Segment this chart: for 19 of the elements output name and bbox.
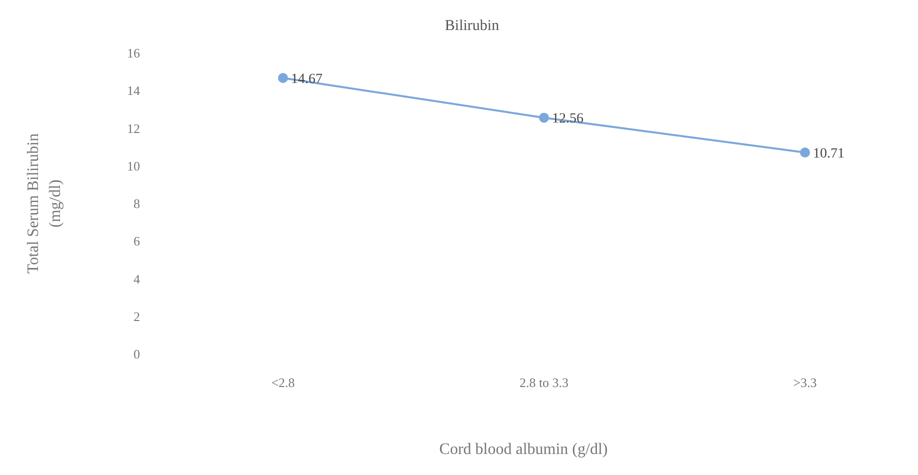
point bbox=[539, 112, 549, 123]
x-tick-label: 2.8 to 3.3 bbox=[519, 375, 569, 390]
x-tick-label: <2.8 bbox=[271, 375, 295, 390]
y-tick-label: 4 bbox=[134, 271, 140, 286]
y-tick-label: 2 bbox=[134, 308, 140, 324]
y-tick-label: 14 bbox=[127, 83, 140, 98]
y-tick-label: 10 bbox=[127, 158, 140, 174]
point bbox=[278, 73, 288, 84]
point bbox=[800, 148, 810, 158]
chart-title: Bilirubin bbox=[444, 18, 500, 34]
x-tick-label: >3.3 bbox=[793, 375, 817, 390]
y-tick-label: 12 bbox=[127, 120, 140, 136]
y-tick-label: 8 bbox=[134, 196, 140, 212]
y-tick-label: 16 bbox=[127, 46, 140, 61]
y-axis-title: Total Serum Bilirubin (mg/dl) bbox=[25, 133, 64, 274]
data-label: 10.71 bbox=[813, 146, 844, 162]
y-tick-label: 6 bbox=[134, 234, 140, 249]
x-axis-title: Cord blood albumin (g/dl) bbox=[439, 441, 608, 458]
y-tick-label: 0 bbox=[134, 346, 140, 362]
